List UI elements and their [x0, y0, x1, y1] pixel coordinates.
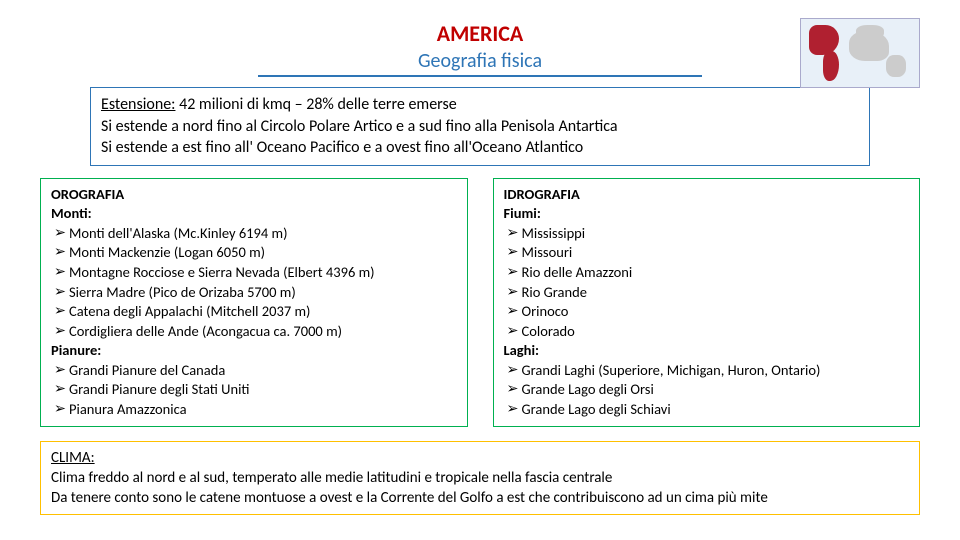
list-item: ➢Rio delle Amazzoni	[504, 263, 910, 283]
clima-line1: Clima freddo al nord e al sud, temperato…	[51, 468, 909, 488]
bullet-icon: ➢	[504, 263, 522, 283]
bullet-icon: ➢	[51, 361, 69, 381]
bullet-icon: ➢	[51, 224, 69, 244]
bullet-icon: ➢	[504, 361, 522, 381]
list-item-text: Pianura Amazzonica	[69, 400, 187, 420]
bullet-icon: ➢	[504, 400, 522, 420]
list-item: ➢Grandi Pianure del Canada	[51, 361, 457, 381]
bullet-icon: ➢	[51, 400, 69, 420]
orografia-heading: OROGRAFIA	[51, 185, 457, 205]
bullet-icon: ➢	[504, 283, 522, 303]
list-item-text: Colorado	[522, 322, 575, 342]
list-item-text: Rio Grande	[522, 283, 587, 303]
list-item: ➢Colorado	[504, 322, 910, 342]
list-item: ➢Grande Lago degli Orsi	[504, 380, 910, 400]
list-item: ➢Mississippi	[504, 224, 910, 244]
bullet-icon: ➢	[504, 302, 522, 322]
extension-line3: Si estende a est fino all' Oceano Pacifi…	[101, 137, 859, 159]
bullet-icon: ➢	[504, 322, 522, 342]
list-item: ➢Sierra Madre (Pico de Orizaba 5700 m)	[51, 283, 457, 303]
extension-value: 42 milioni di kmq – 28% delle terre emer…	[175, 95, 456, 114]
clima-box: CLIMA: Clima freddo al nord e al sud, te…	[40, 441, 920, 516]
idrografia-heading: IDROGRAFIA	[504, 185, 910, 205]
list-item: ➢Missouri	[504, 243, 910, 263]
extension-line2: Si estende a nord fino al Circolo Polare…	[101, 116, 859, 138]
bullet-icon: ➢	[51, 380, 69, 400]
list-item: ➢Grandi Pianure degli Stati Uniti	[51, 380, 457, 400]
clima-line2: Da tenere conto sono le catene montuose …	[51, 488, 909, 508]
pianure-list: ➢Grandi Pianure del Canada➢Grandi Pianur…	[51, 361, 457, 420]
clima-heading: CLIMA:	[51, 449, 95, 467]
bullet-icon: ➢	[51, 302, 69, 322]
extension-label: Estensione:	[101, 95, 175, 114]
list-item: ➢Pianura Amazzonica	[51, 400, 457, 420]
list-item-text: Grandi Laghi (Superiore, Michigan, Huron…	[522, 361, 821, 381]
list-item-text: Mississippi	[522, 224, 586, 244]
list-item: ➢Monti Mackenzie (Logan 6050 m)	[51, 243, 457, 263]
bullet-icon: ➢	[504, 243, 522, 263]
list-item-text: Rio delle Amazzoni	[522, 263, 633, 283]
list-item-text: Missouri	[522, 243, 573, 263]
list-item-text: Monti Mackenzie (Logan 6050 m)	[69, 243, 265, 263]
list-item: ➢Monti dell'Alaska (Mc.Kinley 6194 m)	[51, 224, 457, 244]
pianure-label: Pianure:	[51, 341, 457, 361]
bullet-icon: ➢	[51, 263, 69, 283]
page-subtitle: Geografia fisica	[258, 49, 702, 77]
extension-box: Estensione: 42 milioni di kmq – 28% dell…	[90, 87, 870, 166]
list-item: ➢Catena degli Appalachi (Mitchell 2037 m…	[51, 302, 457, 322]
list-item-text: Grande Lago degli Schiavi	[522, 400, 671, 420]
page-title: AMERICA	[40, 20, 920, 47]
laghi-list: ➢Grandi Laghi (Superiore, Michigan, Huro…	[504, 361, 910, 420]
list-item: ➢Rio Grande	[504, 283, 910, 303]
world-map-thumbnail	[800, 18, 920, 88]
list-item: ➢Grandi Laghi (Superiore, Michigan, Huro…	[504, 361, 910, 381]
monti-list: ➢Monti dell'Alaska (Mc.Kinley 6194 m)➢Mo…	[51, 224, 457, 341]
list-item-text: Sierra Madre (Pico de Orizaba 5700 m)	[69, 283, 296, 303]
laghi-label: Laghi:	[504, 341, 910, 361]
list-item-text: Monti dell'Alaska (Mc.Kinley 6194 m)	[69, 224, 287, 244]
bullet-icon: ➢	[504, 380, 522, 400]
list-item-text: Orinoco	[522, 302, 569, 322]
list-item-text: Grande Lago degli Orsi	[522, 380, 654, 400]
list-item: ➢Grande Lago degli Schiavi	[504, 400, 910, 420]
extension-line1: Estensione: 42 milioni di kmq – 28% dell…	[101, 94, 859, 116]
idrografia-box: IDROGRAFIA Fiumi: ➢Mississippi➢Missouri➢…	[493, 178, 921, 427]
fiumi-list: ➢Mississippi➢Missouri➢Rio delle Amazzoni…	[504, 224, 910, 341]
list-item: ➢Montagne Rocciose e Sierra Nevada (Elbe…	[51, 263, 457, 283]
fiumi-label: Fiumi:	[504, 204, 910, 224]
list-item-text: Montagne Rocciose e Sierra Nevada (Elber…	[69, 263, 375, 283]
bullet-icon: ➢	[51, 322, 69, 342]
orografia-box: OROGRAFIA Monti: ➢Monti dell'Alaska (Mc.…	[40, 178, 468, 427]
bullet-icon: ➢	[51, 283, 69, 303]
list-item-text: Grandi Pianure del Canada	[69, 361, 225, 381]
monti-label: Monti:	[51, 204, 457, 224]
list-item-text: Cordigliera delle Ande (Acongacua ca. 70…	[69, 322, 342, 342]
bullet-icon: ➢	[504, 224, 522, 244]
list-item: ➢Orinoco	[504, 302, 910, 322]
bullet-icon: ➢	[51, 243, 69, 263]
list-item-text: Catena degli Appalachi (Mitchell 2037 m)	[69, 302, 310, 322]
list-item: ➢Cordigliera delle Ande (Acongacua ca. 7…	[51, 322, 457, 342]
list-item-text: Grandi Pianure degli Stati Uniti	[69, 380, 249, 400]
